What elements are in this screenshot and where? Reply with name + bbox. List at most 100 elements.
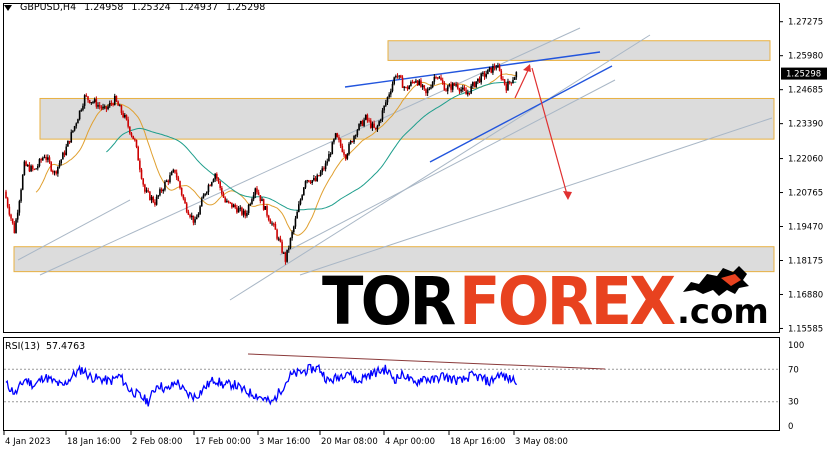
candle-body [410,81,412,86]
candle-body [142,178,145,185]
candle-body [179,181,181,188]
candle-body [90,102,93,104]
candle-body [57,166,59,174]
candle-body [311,180,313,183]
candle-body [31,165,34,169]
candle-body [162,189,165,192]
candle-body [369,120,372,128]
candle-body [505,84,508,91]
candle-body [368,120,370,122]
time-tick-label: 18 Jan 16:00 [67,437,121,447]
candle-body [152,196,155,203]
candle-body [321,168,324,173]
candle-body [378,121,380,126]
candle-body [328,154,330,162]
candle-body [292,226,295,232]
candle-body [515,72,518,78]
candle-body [214,173,216,180]
candle-body [108,103,111,107]
candle-body [460,89,462,92]
candle-body [277,238,280,240]
candle-body [493,66,496,69]
candle-body [385,102,387,106]
candle-body [16,212,19,220]
low-value: 1.24937 [178,2,219,13]
ma-slow-line [106,81,517,211]
candle-body [189,214,191,218]
candle-body [289,238,292,249]
candle-body [231,202,233,208]
candle-body [83,95,86,106]
candle-body [246,213,248,216]
candle-body [52,170,54,173]
candle-body [20,189,22,202]
candle-body [411,81,414,83]
candle-body [129,126,131,134]
candle-body [272,223,275,225]
candle-body [242,210,245,215]
candle-body [72,130,74,133]
candle-body [207,185,210,193]
candle-body [354,135,357,137]
candle-body [425,88,427,94]
rsi-value: 57.4763 [45,341,86,352]
candle-body [356,130,359,136]
candle-body [450,84,452,90]
candle-body [344,154,347,159]
candle-body [431,81,434,88]
candle-body [88,100,91,104]
candle-body [155,196,158,205]
candle-body [364,114,367,120]
time-axis: 4 Jan 2023 18 Jan 16:00 2 Feb 08:00 17 Feb … [3,431,568,447]
rsi-layer: 100 70 30 0 [4,341,804,432]
candle-body [93,99,96,103]
time-tick-label: 4 Jan 2023 [5,437,51,447]
candle-body [190,215,193,218]
candle-body [55,171,57,174]
candle-body [400,75,402,78]
candle-body [451,83,454,90]
candle-body [219,181,221,188]
time-tick-label: 18 Apr 16:00 [450,437,505,447]
candle-body [204,193,206,196]
moving-averages-layer [35,73,517,236]
current-price-tag [781,67,827,80]
candle-body [241,207,243,215]
logo-forex-text: FOREX [459,263,676,340]
candle-body [282,252,285,254]
candle-body [112,103,114,106]
candle-body [500,70,503,79]
candle-body [388,94,390,98]
candle-body [478,78,481,83]
ma-fast-line [35,73,517,236]
candle-body [209,185,211,187]
forecast-down-line [531,67,569,199]
symbol-dropdown-icon[interactable] [4,5,12,11]
candle-body [393,77,395,84]
rsi-name: RSI(13) [5,341,40,352]
candle-body [249,204,252,206]
candle-body [299,199,302,205]
candle-body [420,80,422,87]
candle-body [458,88,461,92]
candle-body [259,195,262,202]
candle-body [10,214,12,219]
candle-body [110,103,113,105]
rsi-tick-label: 70 [788,365,799,375]
candle-body [472,82,474,86]
candle-body [130,133,133,136]
main-plot-frame [3,3,780,333]
candle-body [149,191,151,201]
candle-body [465,90,467,95]
candle-body [430,87,432,89]
candle-body [470,85,472,94]
candle-body [306,180,308,182]
candle-body [510,82,513,84]
candle-body [279,238,282,242]
candle-body [232,204,235,208]
candle-body [212,179,215,183]
candle-body [38,159,41,167]
candle-body [58,163,61,167]
candle-body [339,139,342,146]
